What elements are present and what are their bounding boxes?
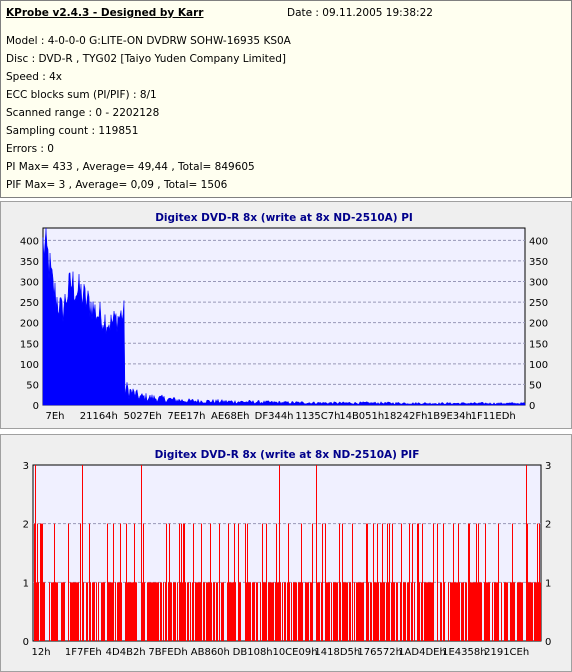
y-tick-label-right: 1 bbox=[545, 578, 551, 589]
disc-line: Disc : DVD-R , TYG02 [Taiyo Yuden Compan… bbox=[6, 53, 287, 65]
y-tick-label-right: 300 bbox=[529, 278, 548, 289]
x-tick-label: 1F11EDh bbox=[471, 411, 516, 422]
y-tick-label-left: 50 bbox=[26, 380, 39, 391]
y-tick-label-left: 100 bbox=[20, 360, 39, 371]
x-tick-label: DF344h bbox=[255, 411, 294, 422]
y-tick-label-right: 100 bbox=[529, 360, 548, 371]
y-tick-label-left: 200 bbox=[20, 319, 39, 330]
x-tick-label: 1135C7h bbox=[295, 411, 340, 422]
x-tick-label: 1AD4DEh bbox=[398, 647, 446, 658]
pif-series bbox=[34, 465, 541, 641]
x-tick-label: 10CE09h bbox=[272, 647, 317, 658]
x-tick-label: 21164h bbox=[80, 411, 118, 422]
x-tick-label: 7BFEDh bbox=[148, 647, 187, 658]
y-tick-label-left: 150 bbox=[20, 339, 39, 350]
y-tick-label-right: 50 bbox=[529, 380, 542, 391]
y-tick-label-left: 1 bbox=[23, 578, 29, 589]
y-tick-label-left: 350 bbox=[20, 257, 39, 268]
y-tick-label-right: 200 bbox=[529, 319, 548, 330]
x-tick-label: 1B9E34h bbox=[427, 411, 472, 422]
pi-chart-panel: Digitex DVD-R 8x (write at 8x ND-2510A) … bbox=[0, 201, 572, 429]
x-tick-label: 7EE17h bbox=[167, 411, 205, 422]
pi-stats-line: PI Max= 433 , Average= 49,44 , Total= 84… bbox=[6, 161, 255, 173]
y-tick-label-right: 350 bbox=[529, 257, 548, 268]
y-tick-label-right: 250 bbox=[529, 298, 548, 309]
model-line: Model : 4-0-0-0 G:LITE-ON DVDRW SOHW-169… bbox=[6, 35, 291, 47]
y-tick-label-right: 400 bbox=[529, 236, 548, 247]
y-tick-label-left: 250 bbox=[20, 298, 39, 309]
sampling-line: Sampling count : 119851 bbox=[6, 125, 139, 137]
y-tick-label-left: 0 bbox=[33, 401, 39, 412]
pi-series-area bbox=[42, 227, 526, 406]
x-tick-label: 4D4B2h bbox=[106, 647, 146, 658]
range-line: Scanned range : 0 - 2202128 bbox=[6, 107, 160, 119]
x-tick-label: 18242Fh bbox=[384, 411, 428, 422]
pi-chart: Digitex DVD-R 8x (write at 8x ND-2510A) … bbox=[20, 212, 548, 422]
y-tick-label-right: 150 bbox=[529, 339, 548, 350]
pif-chart-panel: Digitex DVD-R 8x (write at 8x ND-2510A) … bbox=[0, 434, 572, 672]
x-tick-label: 176572h bbox=[357, 647, 402, 658]
app-title: KProbe v2.4.3 - Designed by Karr bbox=[6, 7, 204, 19]
x-tick-label: 1E4358h bbox=[442, 647, 486, 658]
y-tick-label-right: 0 bbox=[529, 401, 535, 412]
errors-line: Errors : 0 bbox=[6, 143, 54, 155]
y-tick-label-left: 2 bbox=[23, 520, 29, 531]
info-panel: KProbe v2.4.3 - Designed by Karr Date : … bbox=[0, 0, 572, 198]
y-tick-label-left: 3 bbox=[23, 461, 29, 472]
x-tick-label: 1418D5h bbox=[314, 647, 360, 658]
y-tick-label-right: 0 bbox=[545, 637, 551, 648]
pif-chart: Digitex DVD-R 8x (write at 8x ND-2510A) … bbox=[23, 449, 552, 658]
x-tick-label: DB108h bbox=[233, 647, 273, 658]
x-tick-label: 5027Eh bbox=[124, 411, 162, 422]
y-tick-label-left: 0 bbox=[23, 637, 29, 648]
x-tick-label: 1F7FEh bbox=[65, 647, 102, 658]
y-tick-label-left: 400 bbox=[20, 236, 39, 247]
x-tick-label: AB860h bbox=[191, 647, 230, 658]
x-tick-label: 2191CEh bbox=[484, 647, 529, 658]
x-tick-label: 14B051h bbox=[339, 411, 384, 422]
x-tick-label: 7Eh bbox=[45, 411, 64, 422]
y-tick-label-left: 300 bbox=[20, 278, 39, 289]
x-tick-label: 12h bbox=[31, 647, 50, 658]
pif-stats-line: PIF Max= 3 , Average= 0,09 , Total= 1506 bbox=[6, 179, 228, 191]
y-tick-label-right: 3 bbox=[545, 461, 551, 472]
ecc-line: ECC blocks sum (PI/PIF) : 8/1 bbox=[6, 89, 157, 101]
x-tick-label: AE68Eh bbox=[211, 411, 250, 422]
y-tick-label-right: 2 bbox=[545, 520, 551, 531]
scan-date: Date : 09.11.2005 19:38:22 bbox=[287, 7, 433, 19]
chart-title: Digitex DVD-R 8x (write at 8x ND-2510A) … bbox=[155, 449, 420, 461]
chart-title: Digitex DVD-R 8x (write at 8x ND-2510A) … bbox=[155, 212, 413, 224]
speed-line: Speed : 4x bbox=[6, 71, 63, 83]
